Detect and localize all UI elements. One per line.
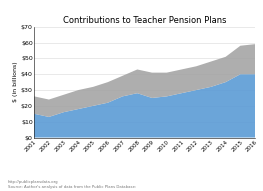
Title: Contributions to Teacher Pension Plans: Contributions to Teacher Pension Plans <box>63 16 226 25</box>
Text: http://publicplansdata.org: http://publicplansdata.org <box>8 180 58 184</box>
Y-axis label: $ (in billions): $ (in billions) <box>13 62 18 102</box>
Text: Source: Author's analysis of data from the Public Plans Database:: Source: Author's analysis of data from t… <box>8 185 136 189</box>
